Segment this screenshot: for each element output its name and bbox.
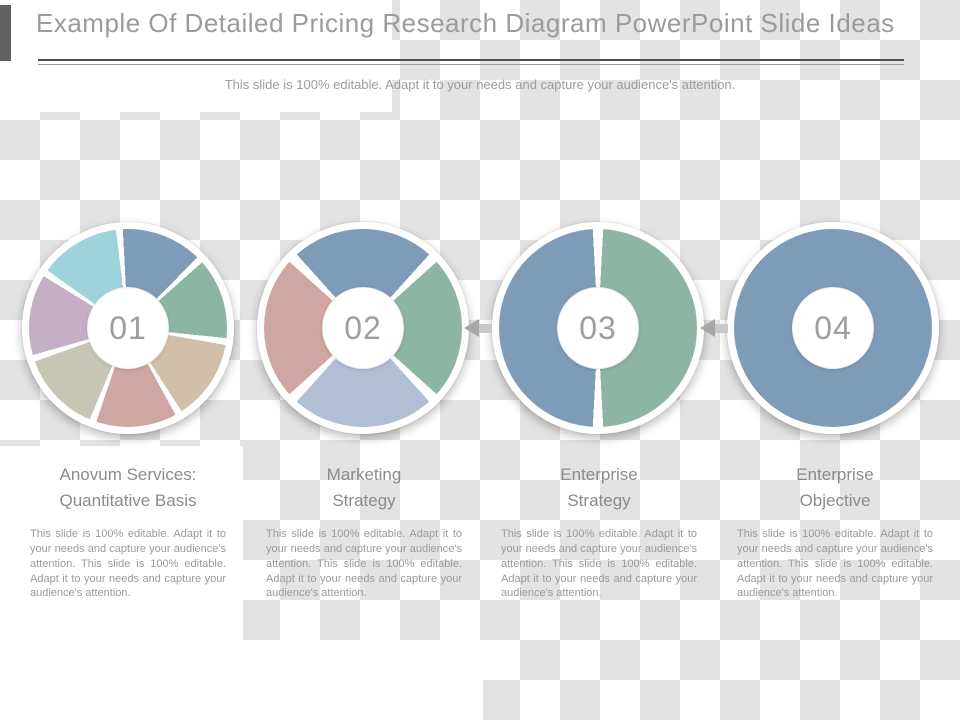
slide-title: Example Of Detailed Pricing Research Dia… (36, 8, 895, 38)
pie-chart-step-03: 03 (492, 222, 704, 434)
column-heading: Anovum Services: Quantitative Basis (30, 462, 226, 513)
background-white-area-top (0, 0, 392, 112)
title-accent-bar (0, 5, 11, 61)
step-number-04: 04 (793, 288, 873, 368)
column-body-text: This slide is 100% editable. Adapt it to… (737, 528, 933, 600)
column-heading-line1: Enterprise (560, 465, 638, 484)
step-number-02: 02 (323, 288, 403, 368)
column-heading: Enterprise Objective (737, 462, 933, 513)
column-heading-line1: Marketing (326, 465, 402, 484)
column-marketing-strategy: Marketing Strategy This slide is 100% ed… (266, 462, 462, 601)
column-enterprise-objective: Enterprise Objective This slide is 100% … (737, 462, 933, 601)
arrow-head (464, 319, 479, 337)
column-anovum-services: Anovum Services: Quantitative Basis This… (30, 462, 226, 601)
pie-chart-step-01: 01 (22, 222, 234, 434)
column-enterprise-strategy: Enterprise Strategy This slide is 100% e… (501, 462, 697, 601)
column-heading-line1: Enterprise (796, 465, 874, 484)
column-heading: Marketing Strategy (266, 462, 462, 513)
arrow-tail (715, 323, 728, 333)
column-heading: Enterprise Strategy (501, 462, 697, 513)
arrow-tail (479, 323, 492, 333)
step-number-03: 03 (558, 288, 638, 368)
column-body-text: This slide is 100% editable. Adapt it to… (266, 528, 462, 600)
column-heading-line2: Strategy (567, 490, 631, 510)
column-body-text: This slide is 100% editable. Adapt it to… (501, 528, 697, 600)
background-white-area-left-column (0, 446, 243, 642)
slide-subtitle: This slide is 100% editable. Adapt it to… (224, 77, 736, 92)
left-arrow-icon (700, 319, 728, 337)
title-underline (38, 59, 904, 65)
column-heading-line2: Quantitative Basis (59, 490, 197, 510)
step-number-01: 01 (88, 288, 168, 368)
background-white-area-bottom (0, 640, 483, 720)
pie-chart-step-04: 04 (727, 222, 939, 434)
pie-segments-01 (22, 222, 234, 434)
arrow-head (700, 319, 715, 337)
column-body-text: This slide is 100% editable. Adapt it to… (30, 528, 226, 600)
pie-chart-step-02: 02 (257, 222, 469, 434)
left-arrow-icon (464, 319, 492, 337)
column-heading-line1: Anovum Services: (59, 465, 197, 484)
column-heading-line2: Objective (799, 490, 871, 510)
column-heading-line2: Strategy (332, 490, 396, 510)
